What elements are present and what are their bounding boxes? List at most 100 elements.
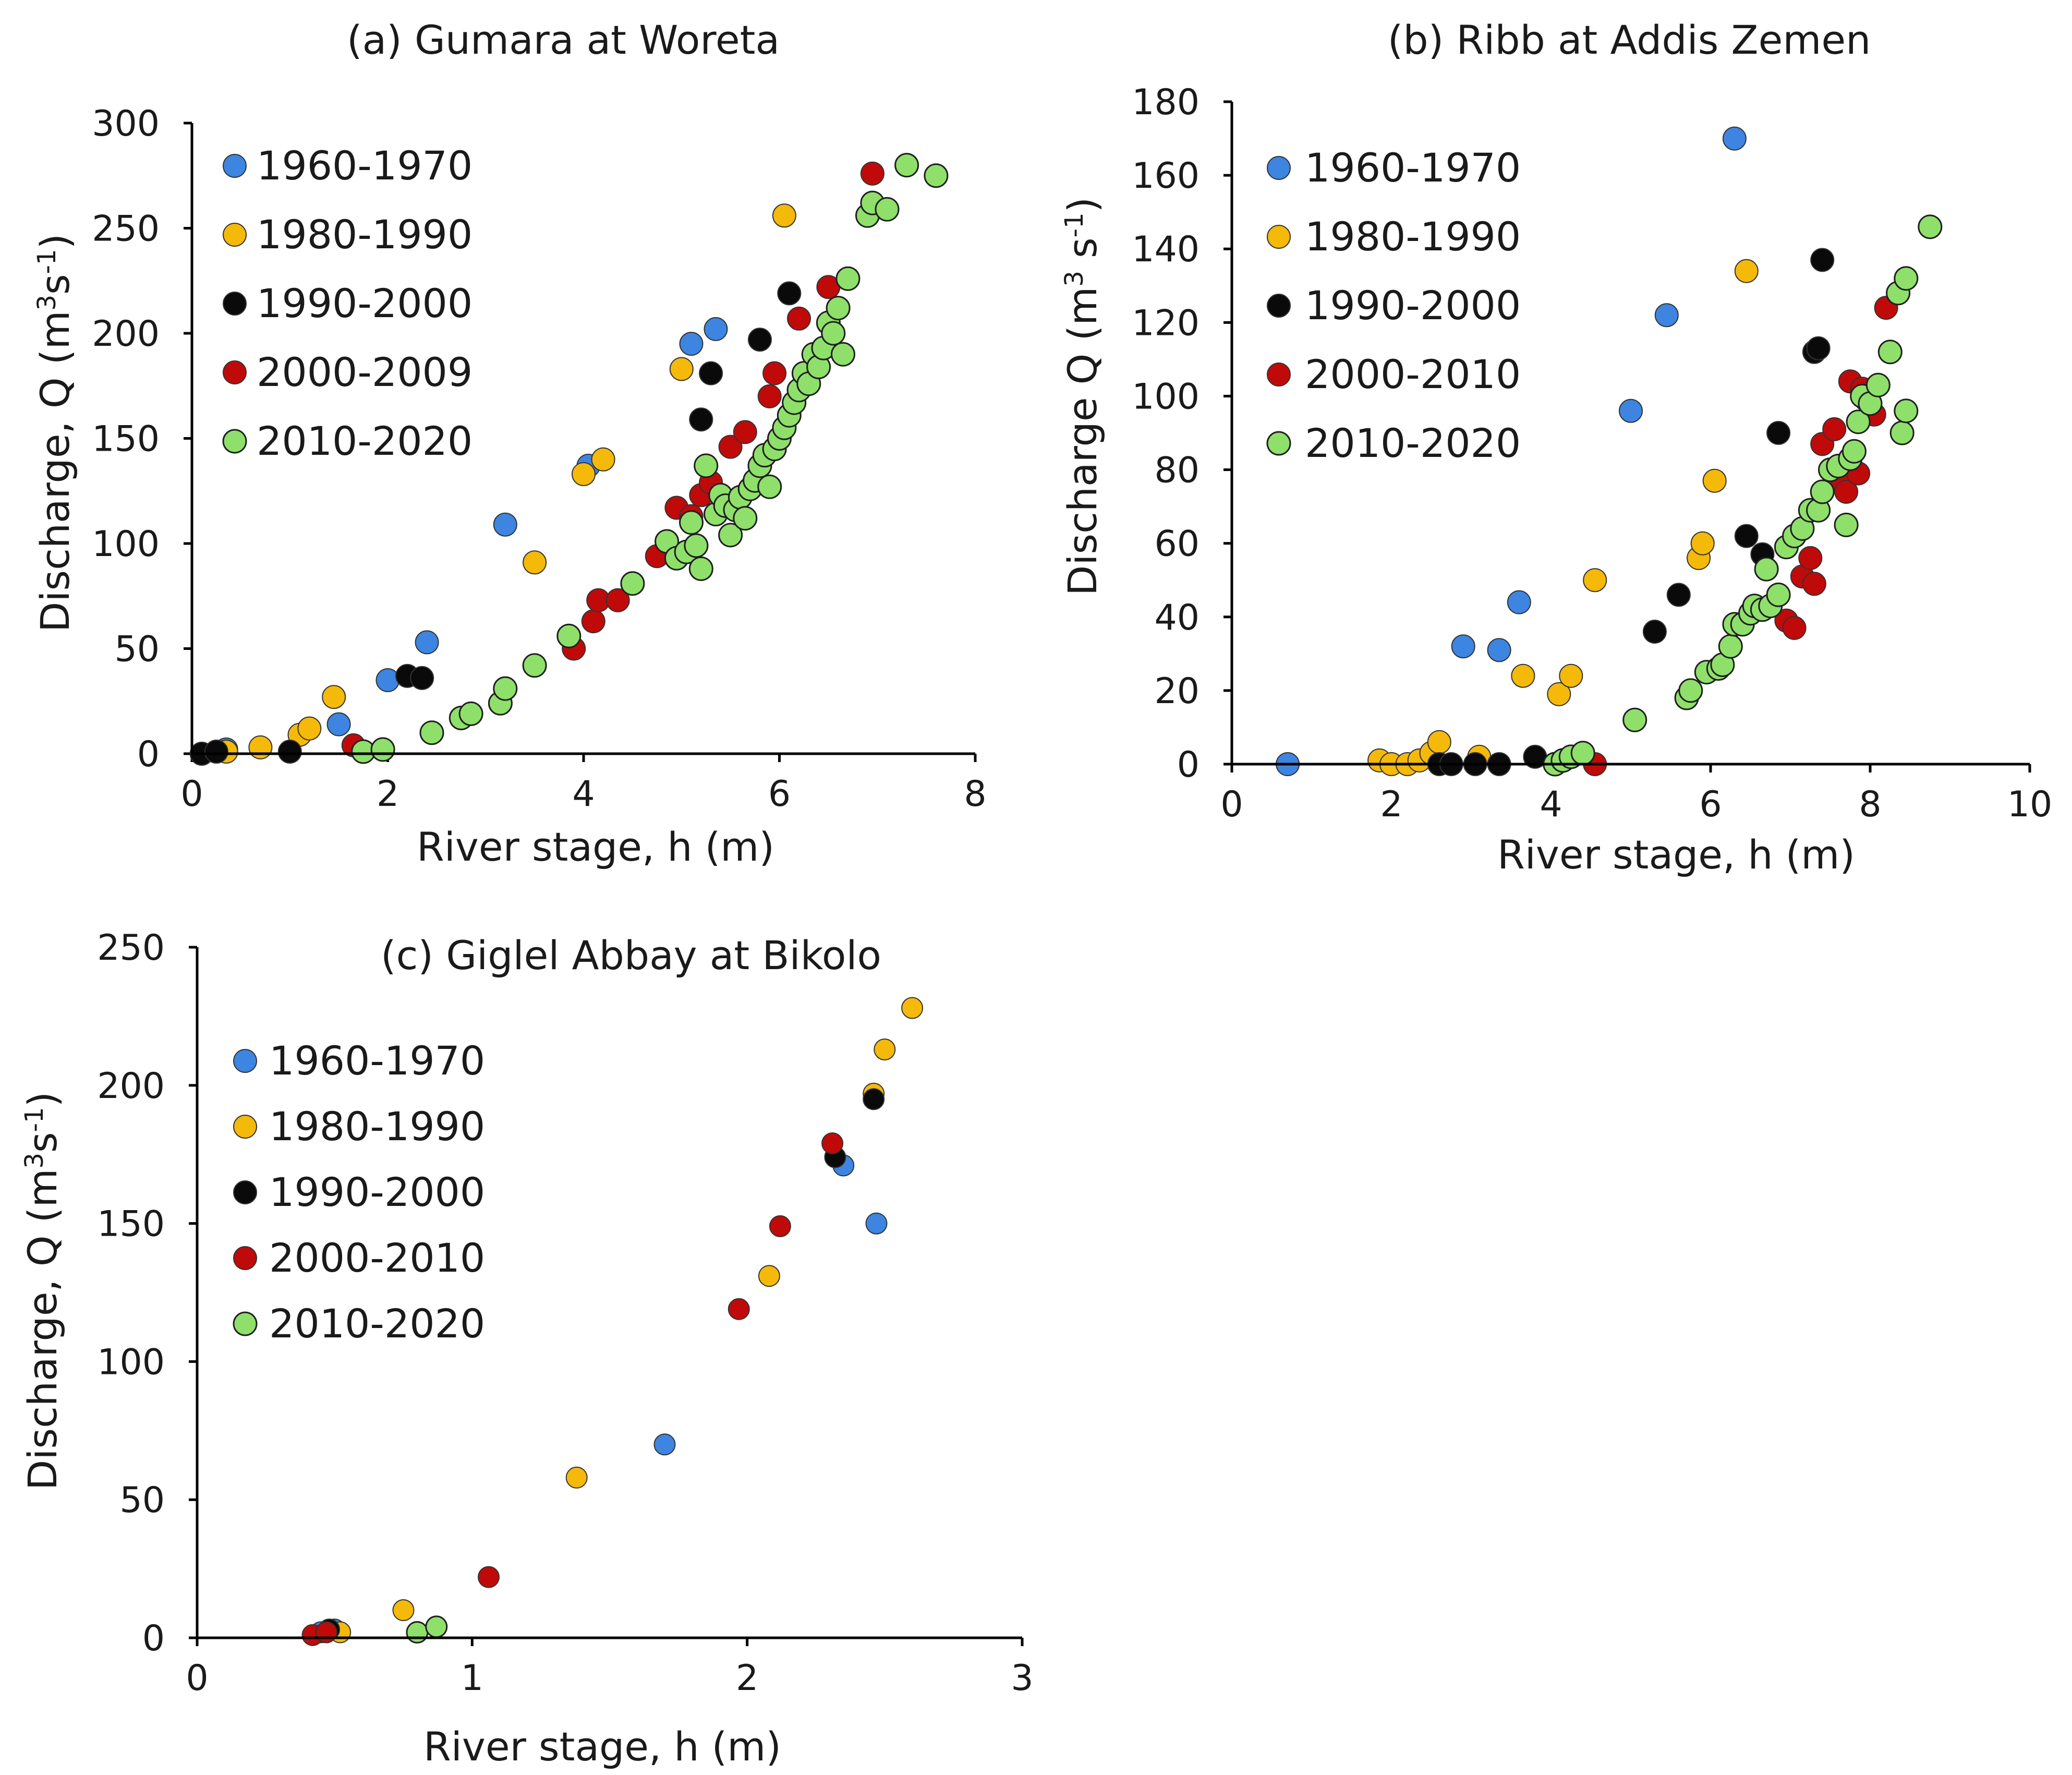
panel-b-point-1980-1990 — [1583, 568, 1607, 593]
panel-b-point-2000-2010 — [1798, 546, 1823, 570]
panel-b-ytick-label: 0 — [1177, 744, 1199, 786]
panel-a-xtick-label: 2 — [377, 774, 399, 815]
panel-b-legend-label: 1980-1990 — [1305, 213, 1521, 260]
panel-b-points — [1276, 126, 1943, 777]
panel-b-point-1980-1990 — [1559, 663, 1583, 688]
panel-b-point-1960-1970 — [1722, 126, 1747, 151]
panel-b-point-1990-2000 — [1810, 248, 1835, 272]
panel-b-point-1980-1990 — [1702, 468, 1727, 493]
panel-b-point-2010-2020 — [1894, 399, 1919, 424]
panel-b-point-1990-2000 — [1766, 421, 1791, 445]
panel-b-point-2010-2020 — [1846, 409, 1871, 434]
panel-b-legend-marker — [1267, 294, 1291, 318]
panel-a-legend-label: 2000-2009 — [257, 349, 472, 395]
panel-b-xtick-label: 4 — [1540, 784, 1562, 825]
panel-b-ylabel-text: Discharge Q (m — [1059, 287, 1106, 596]
panel-a-point-2010-2020 — [688, 556, 713, 581]
panel-a-axes — [190, 123, 975, 755]
panel-c-legend-marker — [233, 1049, 257, 1073]
panel-b-title: (b) Ribb at Addis Zemen — [1388, 17, 1871, 63]
panel-b-xtick-label: 2 — [1380, 784, 1402, 825]
panel-a-point-2010-2020 — [757, 474, 782, 499]
panel-a-point-2010-2020 — [835, 266, 861, 291]
panel-a-point-1990-2000 — [699, 361, 723, 385]
panel-b-legend-label: 2010-2020 — [1305, 420, 1521, 466]
panel-b-legend-label: 1960-1970 — [1305, 144, 1521, 191]
panel-a-point-1980-1990 — [772, 203, 796, 228]
panel-b-point-2010-2020 — [1841, 439, 1867, 464]
panel-a-legend-marker — [223, 154, 247, 178]
panel-a-point-1980-1990 — [591, 447, 615, 472]
panel-a-point-2010-2020 — [718, 523, 743, 548]
panel-b-point-1980-1990 — [1427, 730, 1451, 754]
panel-c-point-2010-2020 — [425, 1615, 448, 1638]
panel-b-point-2010-2020 — [1622, 707, 1647, 732]
panel-b-legend-label: 2000-2010 — [1305, 351, 1521, 397]
panel-a-point-1960-1970 — [326, 712, 351, 736]
panel-c-point-1960-1970 — [865, 1212, 888, 1235]
panel-b-point-1990-2000 — [1806, 336, 1831, 360]
panel-c-point-2000-2010 — [821, 1132, 844, 1154]
panel-b-point-2010-2020 — [1766, 582, 1791, 607]
panel-a-point-2000-2009 — [718, 434, 743, 459]
panel-c-ylabel-mid: s — [19, 1132, 66, 1153]
panel-c-title: (c) Giglel Abbay at Bikolo — [381, 932, 881, 979]
panel-a-point-2010-2020 — [522, 653, 547, 678]
panel-b-ytick-label: 140 — [1132, 229, 1199, 270]
panel-c-point-2000-2010 — [478, 1566, 500, 1588]
panel-c-ytick-label: 250 — [97, 927, 165, 969]
panel-a-point-2010-2020 — [458, 701, 483, 726]
panel-c-legend-label: 1990-2000 — [269, 1169, 485, 1215]
panel-b-legend-marker — [1267, 363, 1291, 387]
panel-a-legend-marker — [223, 360, 247, 384]
panel-c-point-2010-2020 — [406, 1621, 429, 1644]
panel-a-point-2010-2020 — [826, 296, 851, 321]
panel-b-point-2000-2010 — [1834, 479, 1859, 504]
panel-a-ylabel-end: ) — [32, 234, 78, 249]
panel-a-ytick-label: 300 — [92, 103, 160, 144]
panel-a-ytick-label: 50 — [114, 629, 160, 670]
panel-b-point-1980-1990 — [1734, 259, 1759, 283]
panel-a-point-1960-1970 — [679, 332, 704, 356]
panel-a-point-2010-2020 — [556, 623, 581, 648]
panel-b-ylabel-end: ) — [1059, 197, 1106, 213]
panel-a-point-1960-1970 — [375, 668, 400, 692]
panel-a-point-2010-2020 — [493, 676, 518, 701]
panel-a-point-2000-2009 — [787, 306, 811, 331]
panel-c-point-1980-1990 — [392, 1599, 415, 1621]
panel-c-point-1980-1990 — [874, 1039, 896, 1060]
panel-b-ytick-label: 120 — [1132, 303, 1199, 344]
panel-c-legend-label: 2010-2020 — [269, 1300, 485, 1347]
panel-c-point-2000-2010 — [315, 1621, 337, 1644]
panel-a-point-2010-2020 — [694, 453, 719, 478]
panel-c-ylabel: Discharge, Q (m3s-1) — [19, 1092, 66, 1490]
panel-b-point-2000-2010 — [1822, 417, 1847, 441]
panel-c-xtick-label: 3 — [1011, 1658, 1033, 1699]
panel-a-point-1990-2000 — [777, 281, 802, 306]
panel-b-point-1960-1970 — [1619, 399, 1643, 423]
panel-a-legend: 1960-1970 1980-1990 1990-2000 2000-2009 2010… — [222, 142, 472, 464]
panel-b-point-2010-2020 — [1918, 214, 1943, 239]
panel-b-xlabel: River stage, h (m) — [1497, 831, 1855, 878]
panel-a-point-2010-2020 — [894, 153, 919, 178]
panel-b-point-2010-2020 — [1754, 557, 1779, 582]
panel-a-point-2000-2009 — [757, 384, 782, 408]
panel-a-ylabel: Discharge, Q (m3s-1) — [32, 234, 78, 632]
panel-c-point-1960-1970 — [653, 1433, 676, 1456]
panel-c-legend-label: 2000-2010 — [269, 1235, 485, 1281]
panel-b-point-2000-2010 — [1782, 615, 1807, 640]
panel-b-point-2010-2020 — [1894, 266, 1919, 291]
panel-a-points — [189, 153, 949, 766]
panel-c-ytick-label: 150 — [97, 1204, 165, 1245]
panel-a-ytick-label: 100 — [92, 524, 160, 565]
panel-b-xtick-label: 8 — [1859, 784, 1881, 825]
panel-b-point-2010-2020 — [1718, 634, 1743, 659]
panel-c-legend-label: 1960-1970 — [269, 1037, 485, 1084]
panel-a-point-2010-2020 — [419, 720, 444, 745]
panel-a-point-1990-2000 — [410, 666, 434, 690]
panel-b-point-1990-2000 — [1734, 524, 1759, 548]
panel-c-legend: 1960-1970 1980-1990 1990-2000 2000-2010 2010… — [233, 1037, 485, 1347]
panel-a-point-2000-2009 — [860, 161, 884, 186]
panel-a-ylabel-sup2: -1 — [32, 249, 62, 274]
